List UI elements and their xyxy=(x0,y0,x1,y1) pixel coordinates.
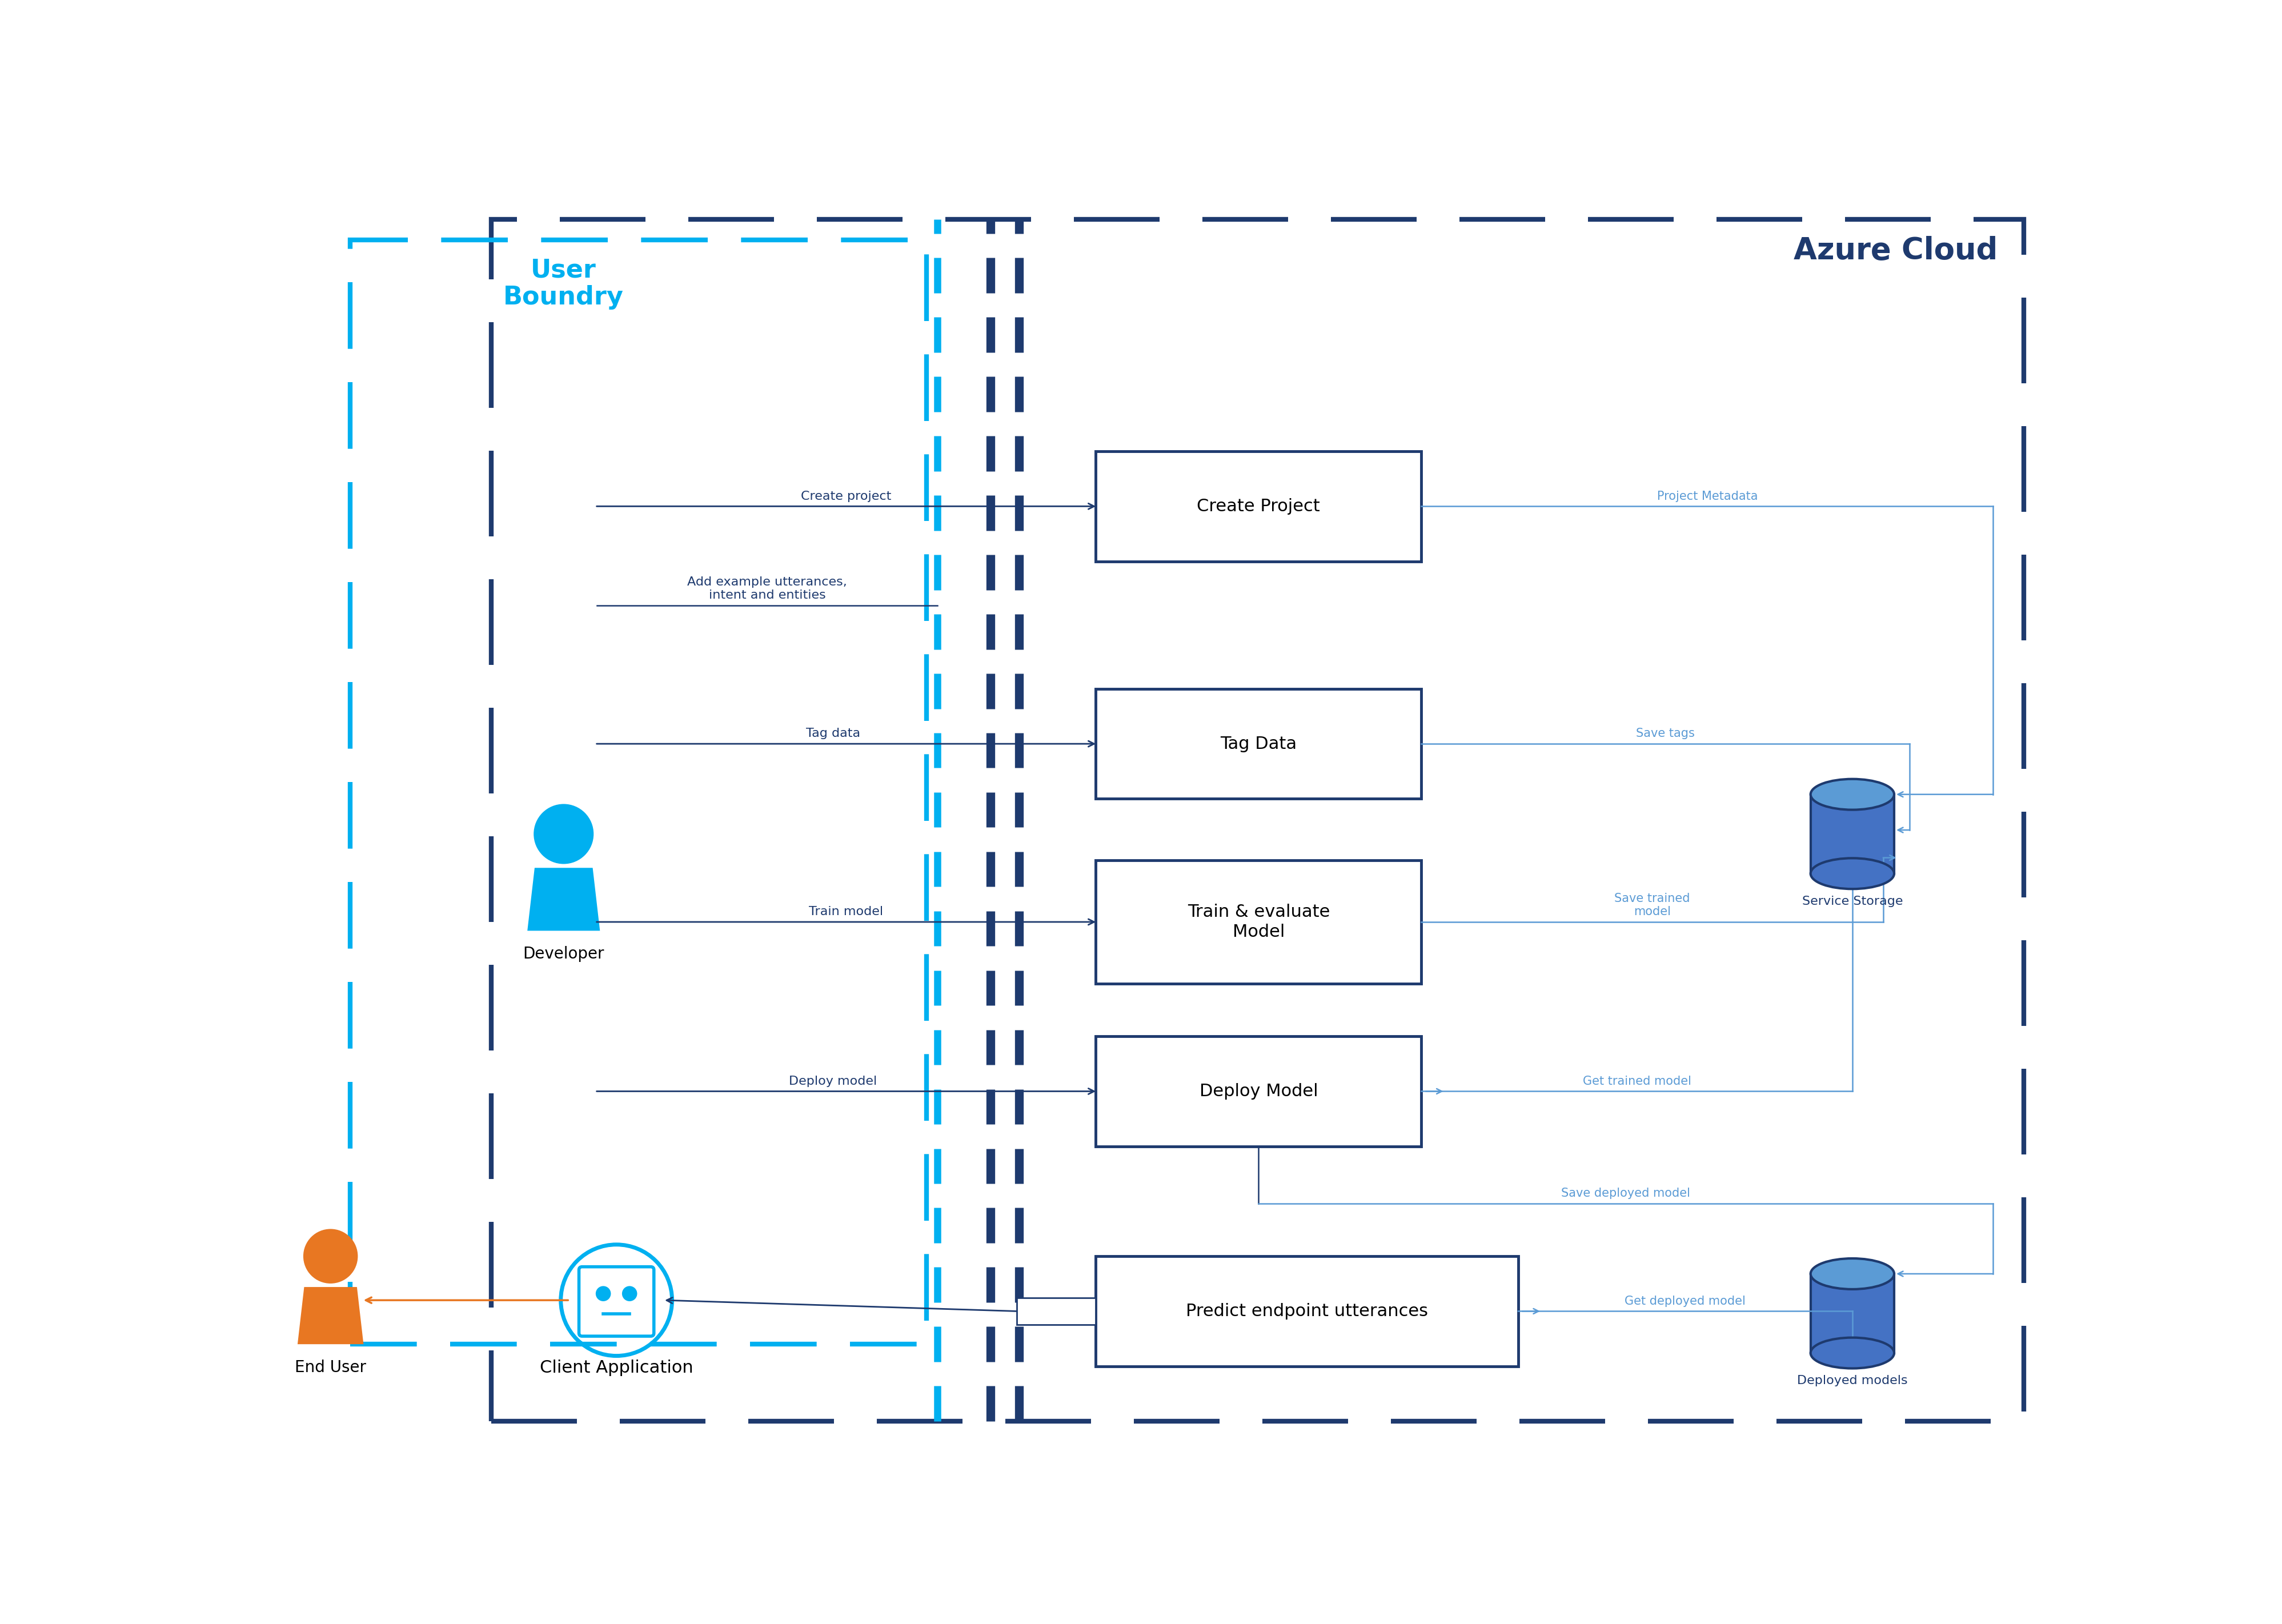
Text: Deploy model: Deploy model xyxy=(790,1075,876,1086)
Text: Service Storage: Service Storage xyxy=(1803,895,1903,906)
Text: Developer: Developer xyxy=(523,947,605,961)
Text: Create Project: Create Project xyxy=(1198,499,1321,515)
Text: Tag data: Tag data xyxy=(806,728,860,739)
FancyBboxPatch shape xyxy=(1095,1257,1518,1366)
Text: Predict endpoint utterances: Predict endpoint utterances xyxy=(1187,1302,1429,1319)
Text: User
Boundry: User Boundry xyxy=(504,258,623,310)
Circle shape xyxy=(596,1286,612,1301)
Polygon shape xyxy=(1810,794,1894,874)
Text: Train & evaluate
Model: Train & evaluate Model xyxy=(1187,903,1330,940)
FancyBboxPatch shape xyxy=(1095,1036,1422,1147)
Text: Client Application: Client Application xyxy=(539,1359,694,1376)
Text: Save trained
model: Save trained model xyxy=(1613,893,1691,918)
Text: Tag Data: Tag Data xyxy=(1221,736,1296,752)
Text: Train model: Train model xyxy=(810,906,883,918)
Text: Get deployed model: Get deployed model xyxy=(1625,1296,1746,1307)
Ellipse shape xyxy=(1810,780,1894,810)
FancyBboxPatch shape xyxy=(1095,451,1422,562)
Polygon shape xyxy=(1810,1273,1894,1353)
Circle shape xyxy=(534,804,593,864)
Ellipse shape xyxy=(1810,1259,1894,1289)
Polygon shape xyxy=(527,867,600,931)
Text: Get trained model: Get trained model xyxy=(1584,1075,1691,1086)
Text: Save deployed model: Save deployed model xyxy=(1561,1187,1691,1199)
Text: End User: End User xyxy=(294,1359,365,1376)
FancyBboxPatch shape xyxy=(1018,1298,1095,1325)
Circle shape xyxy=(623,1286,637,1301)
FancyBboxPatch shape xyxy=(1095,689,1422,799)
Text: Deployed models: Deployed models xyxy=(1796,1376,1908,1387)
Polygon shape xyxy=(297,1286,363,1345)
FancyBboxPatch shape xyxy=(1095,861,1422,984)
Text: Save tags: Save tags xyxy=(1636,728,1696,739)
Ellipse shape xyxy=(1810,857,1894,888)
Ellipse shape xyxy=(1810,1338,1894,1369)
Text: Azure Cloud: Azure Cloud xyxy=(1794,235,1997,265)
Text: Project Metadata: Project Metadata xyxy=(1657,490,1757,502)
Circle shape xyxy=(304,1229,358,1283)
Text: Add example utterances,
intent and entities: Add example utterances, intent and entit… xyxy=(687,577,847,601)
Text: Create project: Create project xyxy=(801,490,892,502)
Text: Deploy Model: Deploy Model xyxy=(1200,1083,1319,1099)
